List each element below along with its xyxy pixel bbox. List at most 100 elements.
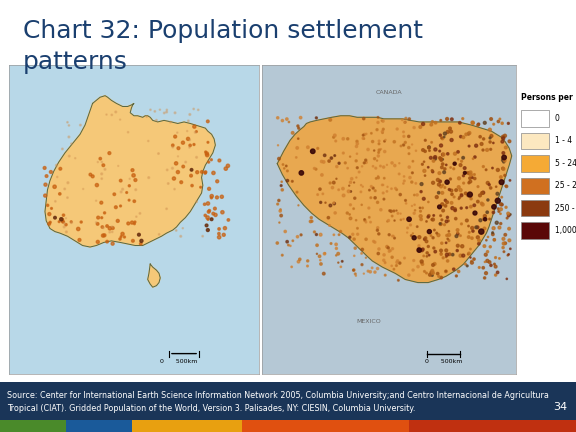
Point: [116, 116, 125, 123]
Point: [447, 187, 456, 194]
Point: [479, 264, 488, 271]
Point: [498, 165, 507, 172]
Point: [381, 259, 390, 266]
Point: [420, 236, 429, 243]
Point: [504, 212, 513, 219]
Point: [40, 165, 49, 172]
Point: [372, 175, 381, 182]
Point: [359, 135, 369, 142]
Point: [423, 249, 432, 256]
Point: [190, 141, 199, 148]
Point: [489, 121, 498, 127]
Point: [425, 252, 434, 259]
Point: [493, 197, 502, 204]
Point: [400, 178, 409, 184]
Point: [411, 180, 420, 187]
Point: [406, 222, 415, 229]
Point: [466, 245, 475, 252]
Point: [276, 206, 285, 213]
Point: [221, 165, 230, 172]
Point: [162, 106, 172, 113]
Point: [407, 141, 416, 148]
Point: [438, 189, 447, 196]
Point: [449, 165, 458, 172]
Point: [197, 168, 206, 175]
Point: [404, 216, 414, 223]
Point: [293, 123, 302, 130]
Point: [462, 204, 471, 211]
Point: [273, 114, 282, 121]
Point: [277, 178, 286, 185]
Point: [130, 220, 139, 227]
Point: [286, 242, 295, 249]
Point: [454, 268, 463, 275]
Point: [490, 202, 499, 209]
Point: [362, 159, 371, 166]
Point: [330, 132, 339, 139]
Point: [424, 213, 433, 219]
Point: [460, 165, 469, 172]
Point: [438, 135, 447, 142]
Point: [400, 119, 410, 126]
Point: [395, 171, 404, 178]
Point: [108, 223, 117, 230]
Point: [392, 259, 401, 266]
Point: [313, 145, 323, 152]
Point: [127, 219, 137, 226]
Point: [312, 251, 321, 257]
Point: [338, 185, 347, 192]
Point: [276, 212, 286, 219]
Point: [467, 259, 476, 266]
Point: [473, 224, 482, 231]
Polygon shape: [147, 264, 160, 287]
Point: [438, 207, 448, 214]
Point: [445, 186, 454, 193]
Point: [459, 180, 468, 187]
Point: [327, 155, 336, 162]
Point: [373, 224, 382, 231]
Point: [373, 157, 382, 164]
Point: [365, 214, 374, 221]
Point: [282, 162, 291, 169]
Point: [42, 173, 51, 180]
Point: [506, 245, 515, 252]
Point: [346, 188, 355, 195]
Point: [118, 186, 127, 193]
Point: [503, 252, 512, 259]
Point: [502, 204, 511, 211]
Point: [415, 204, 425, 211]
Point: [185, 111, 195, 118]
Point: [274, 155, 283, 162]
Point: [353, 138, 362, 145]
Point: [420, 268, 429, 275]
Point: [353, 164, 362, 171]
Point: [485, 259, 494, 266]
Point: [59, 212, 68, 219]
Point: [495, 224, 504, 231]
Point: [419, 121, 428, 127]
Point: [332, 245, 341, 252]
Point: [466, 203, 475, 210]
Point: [473, 183, 483, 190]
Point: [422, 270, 431, 276]
Point: [389, 266, 399, 273]
Point: [176, 233, 185, 240]
Point: [336, 228, 345, 235]
Point: [458, 252, 468, 259]
Point: [50, 183, 59, 190]
Point: [403, 229, 412, 236]
Point: [419, 252, 429, 259]
Point: [86, 171, 95, 178]
Point: [449, 194, 458, 200]
Point: [443, 128, 452, 135]
Point: [303, 257, 312, 264]
Text: MEXICO: MEXICO: [356, 319, 381, 324]
Point: [359, 159, 369, 166]
Point: [185, 144, 194, 151]
Point: [410, 191, 419, 198]
Point: [187, 182, 196, 189]
Point: [486, 243, 495, 250]
Point: [438, 151, 448, 158]
Point: [369, 163, 378, 170]
Point: [362, 130, 371, 137]
